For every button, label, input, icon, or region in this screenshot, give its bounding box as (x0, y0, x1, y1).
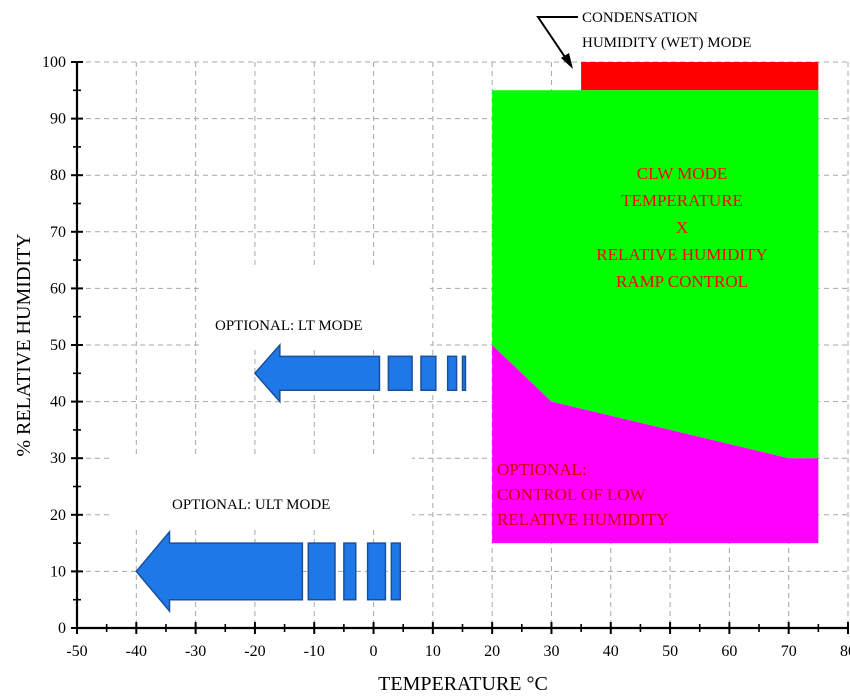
x-tick-label: 0 (370, 643, 378, 660)
y-tick-label: 0 (58, 620, 66, 637)
y-tick-label: 50 (50, 337, 66, 354)
y-tick-label: 80 (50, 167, 66, 184)
clw-label-line: X (676, 218, 688, 237)
low-rh-label-line: CONTROL OF LOW (497, 485, 647, 504)
x-axis-label: TEMPERATURE °C (378, 673, 548, 695)
lt-label-background (200, 268, 430, 348)
arrow-segment (366, 542, 387, 601)
mode-arrows (135, 343, 467, 614)
y-tick-label: 70 (50, 224, 66, 241)
region-condensation (581, 62, 819, 91)
x-tick-label: 20 (484, 643, 500, 660)
arrow-segment (446, 355, 458, 392)
condensation-pointer-line (536, 16, 578, 67)
x-tick-label: -50 (66, 643, 87, 660)
arrow-segment (420, 355, 437, 392)
x-tick-label: 80 (840, 643, 850, 660)
y-tick-label: 30 (50, 450, 66, 467)
annotations: TEMPERATURE °C % RELATIVE HUMIDITY CONDE… (13, 10, 768, 695)
y-tick-label: 90 (50, 111, 66, 128)
x-tick-label: -20 (244, 643, 265, 660)
low-rh-label-line: RELATIVE HUMIDITY (497, 510, 668, 529)
x-tick-label: 70 (781, 643, 797, 660)
y-axis-label: % RELATIVE HUMIDITY (13, 233, 35, 456)
y-tick-label: 60 (50, 280, 66, 297)
clw-label-line: CLW MODE (637, 164, 728, 183)
x-tick-label: 30 (543, 643, 559, 660)
condensation-label-line-1: CONDENSATION (582, 10, 698, 26)
condensation-pointer-head (561, 53, 573, 69)
y-tick-label: 20 (50, 507, 66, 524)
arrow-segment (387, 355, 413, 392)
arrow-segment (307, 542, 336, 601)
lt-mode-label: OPTIONAL: LT MODE (215, 318, 363, 334)
y-tick-label: 40 (50, 394, 66, 411)
x-tick-label: -10 (304, 643, 325, 660)
x-tick-label: 10 (425, 643, 441, 660)
x-tick-label: -30 (185, 643, 206, 660)
regions (492, 62, 819, 544)
axes: -50 -40 -30 -20 -10 0 10 20 30 40 50 60 70 80 0 10 20 30 4… (42, 54, 850, 660)
clw-label-line: RELATIVE HUMIDITY (596, 245, 767, 264)
y-tick-label: 10 (50, 563, 66, 580)
condensation-pointer (536, 16, 578, 69)
ult-mode-label: OPTIONAL: ULT MODE (172, 497, 330, 513)
arrow-segment (461, 355, 467, 392)
clw-label-line: RAMP CONTROL (616, 272, 748, 291)
clw-label-line: TEMPERATURE (621, 191, 743, 210)
ult-label-background (112, 455, 412, 530)
low-rh-label-line: OPTIONAL: (497, 460, 587, 479)
arrow-ult-mode (135, 529, 401, 614)
x-tick-label: 50 (662, 643, 678, 660)
arrow-segment (343, 542, 357, 601)
condensation-label-line-2: HUMIDITY (WET) MODE (582, 35, 751, 51)
arrow-head-shaft (253, 343, 381, 404)
x-tick-label: -40 (126, 643, 147, 660)
arrow-segment (390, 542, 401, 601)
arrow-lt-mode (253, 343, 467, 404)
region-low-rh (492, 345, 819, 544)
x-tick-label: 40 (603, 643, 619, 660)
y-tick-label: 100 (42, 54, 66, 71)
x-tick-label: 60 (721, 643, 737, 660)
arrow-head-shaft (135, 529, 304, 614)
region-clw (492, 90, 819, 459)
